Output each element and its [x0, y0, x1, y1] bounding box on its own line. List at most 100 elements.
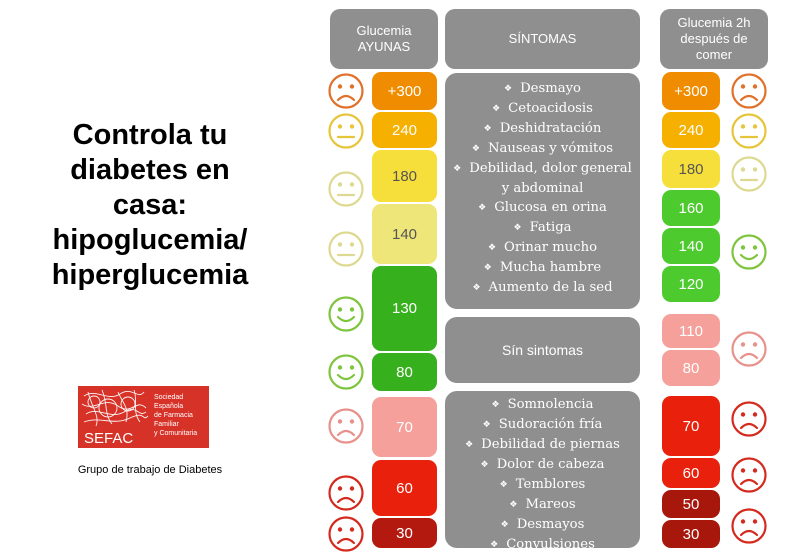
after-value: 70 — [682, 417, 700, 435]
logo-wordmark: SEFAC — [84, 430, 133, 447]
after-value-box: 120 — [662, 266, 720, 302]
fasting-value: +300 — [387, 82, 422, 100]
symptoms-low-box: Somnolencia Sudoración fría Debilidad de… — [445, 391, 640, 552]
after-value: 120 — [678, 275, 704, 293]
after-value-box: 30 — [662, 520, 720, 548]
title-line: hiperglucemia — [51, 259, 249, 291]
logo-line: Sociedad — [154, 394, 183, 401]
header-fasting-line2: AYUNAS — [357, 39, 411, 54]
symptom-item: Sudoración fría — [445, 415, 640, 435]
neutral-face-icon — [328, 113, 364, 149]
logo-line: Familiar — [154, 421, 180, 428]
after-value-box: 80 — [662, 350, 720, 386]
symptom-item: Deshidratación — [445, 119, 640, 139]
symptom-item: Orinar mucho — [445, 238, 640, 258]
happy-face-icon — [731, 234, 767, 270]
after-value-box: 60 — [662, 458, 720, 488]
sad-face-icon — [731, 331, 767, 367]
fasting-value: 180 — [391, 167, 418, 185]
symptom-item: Temblores — [445, 475, 640, 495]
fasting-value: 70 — [396, 418, 413, 436]
symptom-item: Mareos — [445, 495, 640, 515]
fasting-value-box: 80 — [372, 353, 437, 391]
sad-face-icon — [731, 401, 767, 437]
header-fasting-line1: Glucemia — [356, 23, 412, 38]
fasting-value-box: 240 — [372, 112, 437, 148]
sefac-logo: SEFAC Sociedad Española de Farmacia Fami… — [78, 386, 209, 448]
title-line: hipoglucemia/ — [52, 224, 248, 256]
header-after-line2: después de — [680, 31, 748, 46]
after-value: 30 — [682, 525, 700, 543]
symptom-item: Aumento de la sed — [445, 278, 640, 298]
fasting-value: 140 — [391, 225, 418, 243]
symptom-item: Debilidad de piernas — [445, 435, 640, 455]
symptom-item: Glucosa en orina — [445, 198, 640, 218]
after-value: 180 — [678, 160, 704, 178]
fasting-value-box: 30 — [372, 518, 437, 548]
title-line: Controla tu — [72, 119, 228, 151]
logo-line: Española — [154, 403, 183, 410]
symptom-item: Somnolencia — [445, 395, 640, 415]
fasting-value-box: 140 — [372, 204, 437, 264]
sad-face-icon — [328, 408, 364, 444]
logo-caption: Grupo de trabajo de Diabetes — [77, 464, 223, 476]
logo-scribble — [81, 389, 149, 427]
neutral-face-icon — [328, 171, 364, 207]
title-line: diabetes en — [70, 154, 230, 186]
title-line: casa: — [112, 189, 188, 221]
symptom-item: Desmayo — [445, 79, 640, 99]
after-value: 160 — [678, 199, 704, 217]
sad-face-icon — [328, 516, 364, 552]
logo-line: y Comunitaria — [154, 430, 197, 437]
fasting-value: 80 — [396, 363, 413, 381]
sad-face-icon — [731, 457, 767, 493]
after-value: 60 — [682, 464, 700, 482]
header-after-meal: Glucemia 2h después de comer — [660, 9, 768, 69]
fasting-value-box: +300 — [372, 72, 437, 110]
page-title: Controla tu diabetes en casa: hipoglucem… — [30, 118, 270, 293]
neutral-face-icon — [328, 231, 364, 267]
sad-face-icon — [328, 475, 364, 511]
after-value-box: 240 — [662, 112, 720, 148]
fasting-value-box: 130 — [372, 266, 437, 351]
header-symptoms: SÍNTOMAS — [445, 9, 640, 69]
symptoms-low-list: Somnolencia Sudoración fría Debilidad de… — [445, 391, 640, 555]
fasting-value-box: 60 — [372, 460, 437, 516]
after-value-box: 180 — [662, 150, 720, 188]
header-fasting: Glucemia AYUNAS — [330, 9, 438, 69]
symptoms-high-box: Desmayo Cetoacidosis Deshidratación Naus… — [445, 73, 640, 309]
after-value-box: 70 — [662, 396, 720, 456]
neutral-face-icon — [731, 113, 767, 149]
neutral-face-icon — [731, 156, 767, 192]
after-value: +300 — [674, 82, 708, 100]
fasting-value: 240 — [391, 121, 418, 139]
after-value-box: 140 — [662, 228, 720, 264]
after-value-box: 110 — [662, 314, 720, 348]
symptom-item: Dolor de cabeza — [445, 455, 640, 475]
after-value: 240 — [678, 121, 704, 139]
after-value: 80 — [682, 359, 700, 377]
symptom-item: Convulsiones — [445, 535, 640, 555]
fasting-value-box: 180 — [372, 150, 437, 202]
symptom-item: Fatiga — [445, 218, 640, 238]
symptom-item: Mucha hambre — [445, 258, 640, 278]
symptom-item-continuation: y abdominal — [501, 181, 584, 196]
symptoms-high-list: Desmayo Cetoacidosis Deshidratación Naus… — [445, 73, 640, 298]
fasting-value-box: 70 — [372, 397, 437, 457]
sad-face-icon — [731, 73, 767, 109]
fasting-value: 30 — [396, 524, 413, 542]
symptom-item: Nauseas y vómitos — [445, 139, 640, 159]
after-value-box: 160 — [662, 190, 720, 226]
sad-face-icon — [328, 73, 364, 109]
logo-line: de Farmacia — [154, 412, 193, 419]
header-after-line1: Glucemia 2h — [677, 15, 751, 30]
header-symptoms-label: SÍNTOMAS — [508, 31, 577, 46]
sad-face-icon — [731, 508, 767, 544]
after-value: 110 — [679, 322, 703, 340]
symptom-item: Desmayos — [445, 515, 640, 535]
happy-face-icon — [328, 354, 364, 390]
happy-face-icon — [328, 296, 364, 332]
symptoms-none-box: Sín sintomas — [445, 317, 640, 383]
fasting-value: 130 — [391, 300, 418, 317]
after-value: 50 — [682, 495, 700, 513]
